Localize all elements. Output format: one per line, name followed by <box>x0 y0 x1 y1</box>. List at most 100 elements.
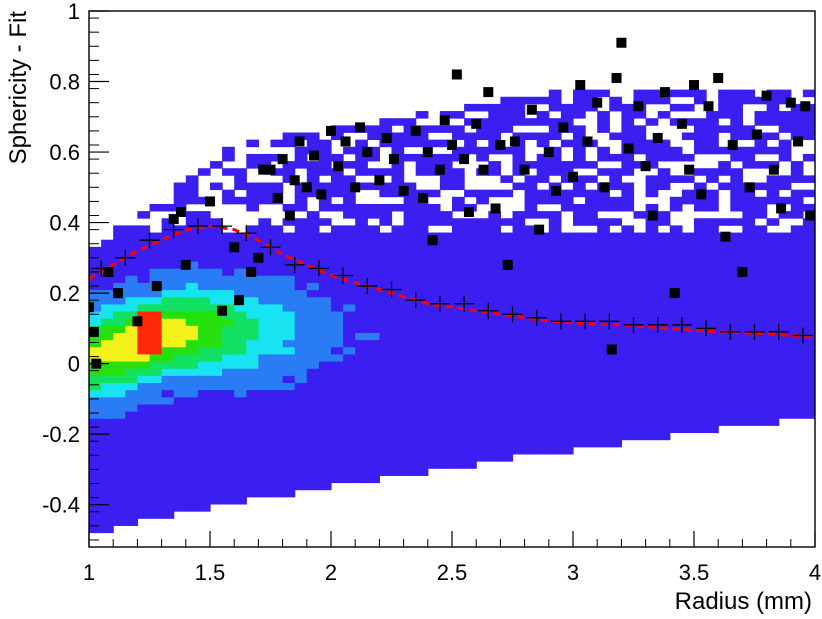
heatmap-cell <box>476 289 489 298</box>
heatmap-cell <box>331 375 344 384</box>
heatmap-cell <box>270 139 284 148</box>
heatmap-cell <box>742 318 756 326</box>
heatmap-cell <box>573 332 586 341</box>
heatmap-cell <box>258 196 272 205</box>
heatmap-cell <box>778 232 792 241</box>
heatmap-cell <box>730 118 743 126</box>
heatmap-cell <box>149 496 163 505</box>
heatmap-cell <box>210 496 223 505</box>
heatmap-cell <box>573 339 586 348</box>
heatmap-cell <box>282 282 296 291</box>
heatmap-cell <box>197 368 211 376</box>
heatmap-cell <box>488 275 501 283</box>
heatmap-cell <box>694 139 707 148</box>
heatmap-cell <box>379 325 393 333</box>
heatmap-cell <box>113 261 126 269</box>
heatmap-cell <box>89 404 102 412</box>
scatter-point <box>374 175 385 186</box>
heatmap-cell <box>476 268 489 276</box>
heatmap-cell <box>560 375 574 384</box>
heatmap-cell <box>210 468 223 476</box>
heatmap-cell <box>439 318 453 326</box>
heatmap-cell <box>669 375 683 384</box>
heatmap-cell <box>149 354 163 362</box>
heatmap-cell <box>210 261 223 269</box>
heatmap-cell <box>476 125 489 133</box>
heatmap-cell <box>246 239 259 248</box>
heatmap-cell <box>536 275 550 283</box>
heatmap-cell <box>439 375 453 384</box>
heatmap-cell <box>137 475 151 484</box>
heatmap-cell <box>161 261 175 269</box>
heatmap-cell <box>790 118 804 126</box>
heatmap-cell <box>754 146 768 155</box>
heatmap-cell <box>306 411 320 419</box>
heatmap-cell <box>294 203 308 212</box>
heatmap-cell <box>197 246 211 255</box>
heatmap-cell <box>197 339 211 348</box>
heatmap-cell <box>137 232 151 241</box>
heatmap-cell <box>210 418 223 426</box>
heatmap-cell <box>778 239 792 248</box>
profile-point <box>405 292 426 309</box>
scatter-point <box>582 136 593 147</box>
heatmap-cell <box>657 96 671 105</box>
heatmap-cell <box>367 332 380 341</box>
heatmap-cell <box>548 225 562 233</box>
heatmap-cell <box>742 232 756 241</box>
heatmap-cell <box>500 418 514 426</box>
heatmap-cell <box>367 446 380 455</box>
heatmap-cell <box>718 182 731 191</box>
heatmap-cell <box>621 296 635 305</box>
heatmap-cell <box>548 432 562 441</box>
heatmap-cell <box>197 418 211 426</box>
heatmap-cell <box>210 239 223 248</box>
heatmap-cell <box>379 268 393 276</box>
heatmap-cell <box>403 325 417 333</box>
heatmap-cell <box>597 246 610 255</box>
heatmap-cell <box>258 361 272 369</box>
heatmap-cell <box>185 261 199 269</box>
heatmap-cell <box>161 354 175 362</box>
heatmap-cell <box>415 211 429 219</box>
heatmap-cell <box>730 253 743 262</box>
heatmap-cell <box>452 296 465 305</box>
heatmap-cell <box>560 268 574 276</box>
heatmap-cell <box>657 211 671 219</box>
heatmap-cell <box>742 153 756 162</box>
heatmap-cell <box>89 525 102 534</box>
heatmap-cell <box>452 439 465 448</box>
heatmap-cell <box>185 325 199 333</box>
heatmap-cell <box>306 446 320 455</box>
heatmap-cell <box>585 346 598 355</box>
heatmap-cell <box>633 361 647 369</box>
heatmap-cell <box>258 282 272 291</box>
heatmap-cell <box>318 482 332 491</box>
heatmap-cell <box>427 346 441 355</box>
heatmap-cell <box>173 189 187 198</box>
heatmap-cell <box>197 375 211 384</box>
heatmap-cell <box>149 339 163 348</box>
heatmap-cell <box>173 339 187 348</box>
heatmap-cell <box>210 339 223 348</box>
heatmap-cell <box>113 454 126 462</box>
heatmap-cell <box>669 318 683 326</box>
heatmap-cell <box>524 118 538 126</box>
heatmap-cell <box>476 132 489 141</box>
heatmap-cell <box>258 396 272 405</box>
heatmap-cell <box>355 275 368 283</box>
heatmap-cell <box>645 418 659 426</box>
heatmap-cell <box>536 196 550 205</box>
heatmap-cell <box>173 418 187 426</box>
heatmap-cell <box>149 246 163 255</box>
heatmap-cell <box>318 153 332 162</box>
heatmap-cell <box>742 189 756 198</box>
heatmap-cell <box>609 389 622 398</box>
heatmap-cell <box>185 454 199 462</box>
heatmap-cell <box>802 111 815 119</box>
heatmap-cell <box>367 396 380 405</box>
heatmap-cell <box>694 411 707 419</box>
heatmap-cell <box>476 354 489 362</box>
heatmap-cell <box>210 304 223 312</box>
heatmap-cell <box>258 318 272 326</box>
